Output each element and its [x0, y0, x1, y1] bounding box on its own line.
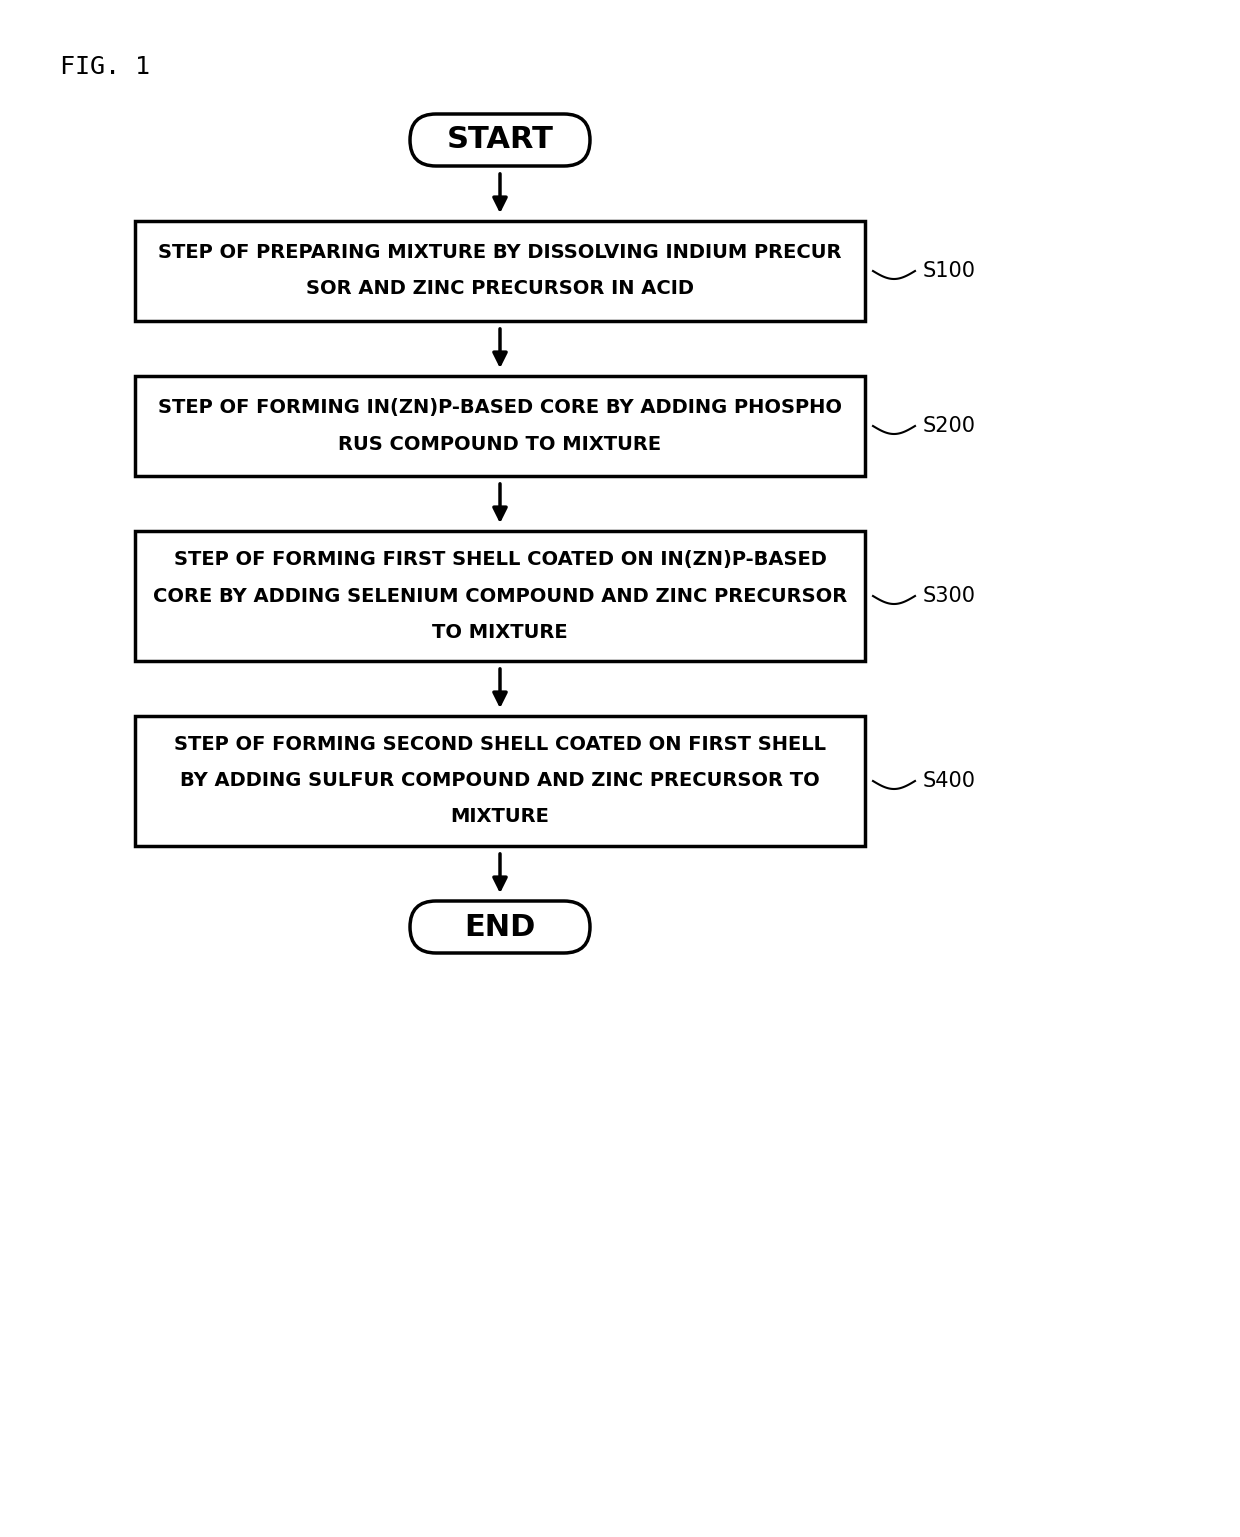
- Text: STEP OF FORMING SECOND SHELL COATED ON FIRST SHELL: STEP OF FORMING SECOND SHELL COATED ON F…: [174, 736, 826, 755]
- Text: STEP OF FORMING IN(ZN)P-BASED CORE BY ADDING PHOSPHO: STEP OF FORMING IN(ZN)P-BASED CORE BY AD…: [157, 398, 842, 418]
- Text: END: END: [464, 913, 536, 942]
- Text: STEP OF FORMING FIRST SHELL COATED ON IN(ZN)P-BASED: STEP OF FORMING FIRST SHELL COATED ON IN…: [174, 550, 826, 570]
- Text: START: START: [446, 126, 553, 155]
- Bar: [135, 377, 866, 476]
- Text: CORE BY ADDING SELENIUM COMPOUND AND ZINC PRECURSOR: CORE BY ADDING SELENIUM COMPOUND AND ZIN…: [153, 587, 847, 606]
- Text: S200: S200: [923, 417, 976, 437]
- Text: BY ADDING SULFUR COMPOUND AND ZINC PRECURSOR TO: BY ADDING SULFUR COMPOUND AND ZINC PRECU…: [180, 772, 820, 790]
- Bar: [135, 530, 866, 661]
- Text: S100: S100: [923, 261, 976, 281]
- FancyBboxPatch shape: [410, 114, 590, 166]
- FancyBboxPatch shape: [410, 901, 590, 953]
- Text: RUS COMPOUND TO MIXTURE: RUS COMPOUND TO MIXTURE: [339, 435, 662, 453]
- Text: TO MIXTURE: TO MIXTURE: [433, 622, 568, 641]
- Text: MIXTURE: MIXTURE: [450, 807, 549, 827]
- Text: FIG. 1: FIG. 1: [60, 55, 150, 78]
- Text: S300: S300: [923, 586, 976, 606]
- Text: S400: S400: [923, 772, 976, 792]
- Bar: [135, 221, 866, 321]
- Bar: [135, 716, 866, 845]
- Text: SOR AND ZINC PRECURSOR IN ACID: SOR AND ZINC PRECURSOR IN ACID: [306, 280, 694, 298]
- Text: STEP OF PREPARING MIXTURE BY DISSOLVING INDIUM PRECUR: STEP OF PREPARING MIXTURE BY DISSOLVING …: [159, 243, 842, 263]
